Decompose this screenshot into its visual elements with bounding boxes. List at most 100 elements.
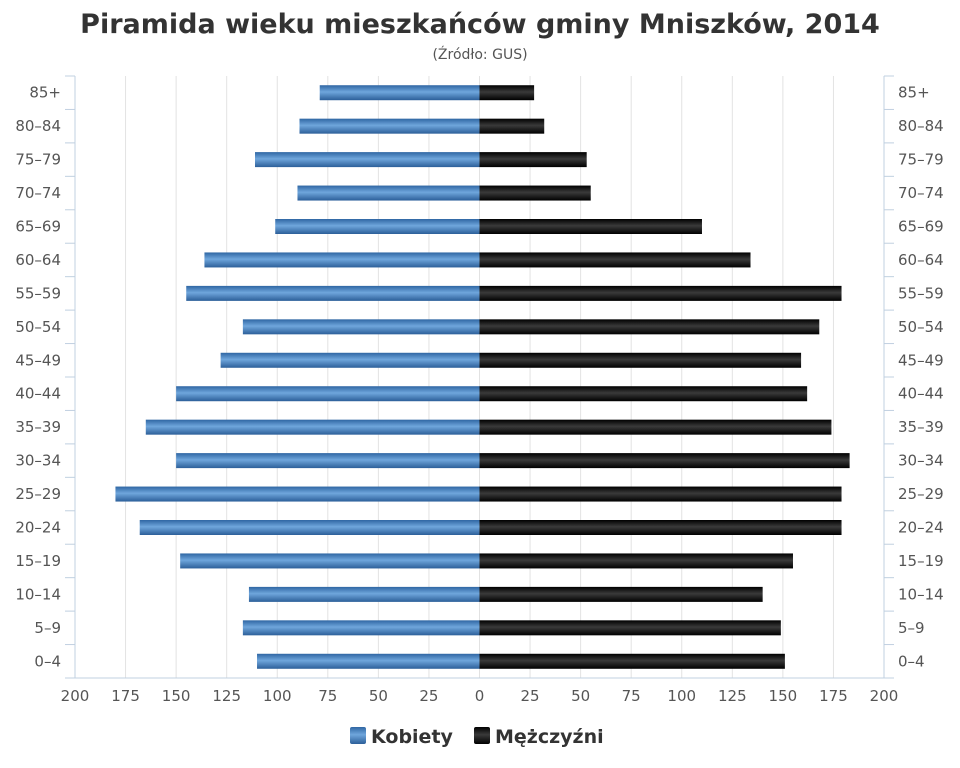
left-category-label: 70–74 [15,184,61,202]
x-tick-label: 50 [571,687,590,705]
right-category-label: 50–54 [898,318,944,336]
legend-item-kobiety[interactable]: Kobiety [350,726,454,748]
bar-mezczyzni [479,285,842,301]
legend-label: Mężczyźni [495,726,604,748]
legend-swatch [350,727,366,744]
bar-kobiety [145,419,480,435]
x-tick-label: 150 [162,687,191,705]
x-tick-label: 175 [819,687,848,705]
left-category-label: 50–54 [15,318,61,336]
bar-kobiety [180,553,480,569]
bar-mezczyzni [479,386,808,402]
x-tick-label: 125 [718,687,747,705]
left-category-label: 10–14 [15,585,61,603]
bar-kobiety [248,586,480,602]
x-tick-label: 100 [667,687,696,705]
bar-kobiety [242,319,480,335]
bar-kobiety [204,252,480,268]
left-category-label: 15–19 [15,552,61,570]
right-category-label: 65–69 [898,218,944,236]
x-tick-label: 50 [369,687,388,705]
right-category-label: 40–44 [898,385,944,403]
left-category-label: 0–4 [34,652,61,670]
left-category-label: 65–69 [15,218,61,236]
bar-mezczyzni [479,118,545,134]
right-category-label: 85+ [898,84,930,102]
bar-mezczyzni [479,453,850,469]
bar-mezczyzni [479,219,702,234]
right-category-label: 25–29 [898,485,944,503]
left-category-label: 40–44 [15,385,61,403]
left-category-label: 55–59 [15,284,61,302]
legend-swatch [474,727,490,744]
legend[interactable]: Kobiety Mężczyźni [350,726,604,748]
x-tick-label: 25 [521,687,540,705]
bar-kobiety [176,386,480,402]
bar-kobiety [176,453,480,469]
x-tick-label: 175 [111,687,140,705]
bar-kobiety [275,219,480,234]
right-category-label: 10–14 [898,585,944,603]
x-tick-label: 0 [475,687,485,705]
bar-mezczyzni [479,486,842,502]
right-category-label: 80–84 [898,117,944,135]
bar-mezczyzni [479,653,785,669]
bar-mezczyzni [479,520,842,535]
bar-kobiety [139,520,480,535]
right-category-label: 60–64 [898,251,944,269]
x-tick-label: 125 [212,687,241,705]
right-category-label: 75–79 [898,151,944,169]
bar-kobiety [255,152,480,168]
bar-kobiety [115,486,480,502]
bar-mezczyzni [479,586,763,602]
bar-mezczyzni [479,152,587,168]
right-category-label: 0–4 [898,652,925,670]
legend-label: Kobiety [371,726,454,748]
bar-mezczyzni [479,620,781,636]
x-tick-label: 200 [61,687,90,705]
left-category-label: 5–9 [34,619,61,637]
left-category-label: 30–34 [15,452,61,470]
bar-mezczyzni [479,419,832,435]
right-category-label: 35–39 [898,418,944,436]
bar-kobiety [299,118,480,134]
left-category-label: 25–29 [15,485,61,503]
left-category-label: 45–49 [15,351,61,369]
right-category-label: 30–34 [898,452,944,470]
bar-mezczyzni [479,185,591,201]
right-category-label: 15–19 [898,552,944,570]
right-category-label: 45–49 [898,351,944,369]
axes: 0–4 0–4 5–9 5–9 10–14 10–14 15–19 15–19 20–24 20–… [15,75,944,705]
bar-kobiety [220,352,480,368]
right-category-label: 70–74 [898,184,944,202]
right-category-label: 5–9 [898,619,925,637]
left-category-label: 20–24 [15,519,61,537]
x-tick-label: 100 [263,687,292,705]
right-category-label: 55–59 [898,284,944,302]
x-tick-label: 25 [419,687,438,705]
bar-mezczyzni [479,553,793,569]
x-tick-label: 200 [870,687,899,705]
bar-mezczyzni [479,85,535,101]
bar-kobiety [257,653,480,669]
bar-kobiety [297,185,480,201]
bar-kobiety [242,620,480,636]
bar-mezczyzni [479,319,820,335]
x-tick-label: 75 [318,687,337,705]
left-category-label: 80–84 [15,117,61,135]
left-category-label: 85+ [29,84,61,102]
bar-mezczyzni [479,352,802,368]
left-category-label: 60–64 [15,251,61,269]
bar-kobiety [186,285,480,301]
bars [115,85,850,669]
left-category-label: 35–39 [15,418,61,436]
legend-item-mezczyzni[interactable]: Mężczyźni [474,726,604,748]
bar-kobiety [319,85,480,101]
x-tick-label: 75 [622,687,641,705]
chart-title: Piramida wieku mieszkańców gminy Mniszkó… [80,9,880,40]
left-category-label: 75–79 [15,151,61,169]
bar-mezczyzni [479,252,751,268]
chart-subtitle: (Źródło: GUS) [432,45,527,63]
x-tick-label: 150 [769,687,798,705]
